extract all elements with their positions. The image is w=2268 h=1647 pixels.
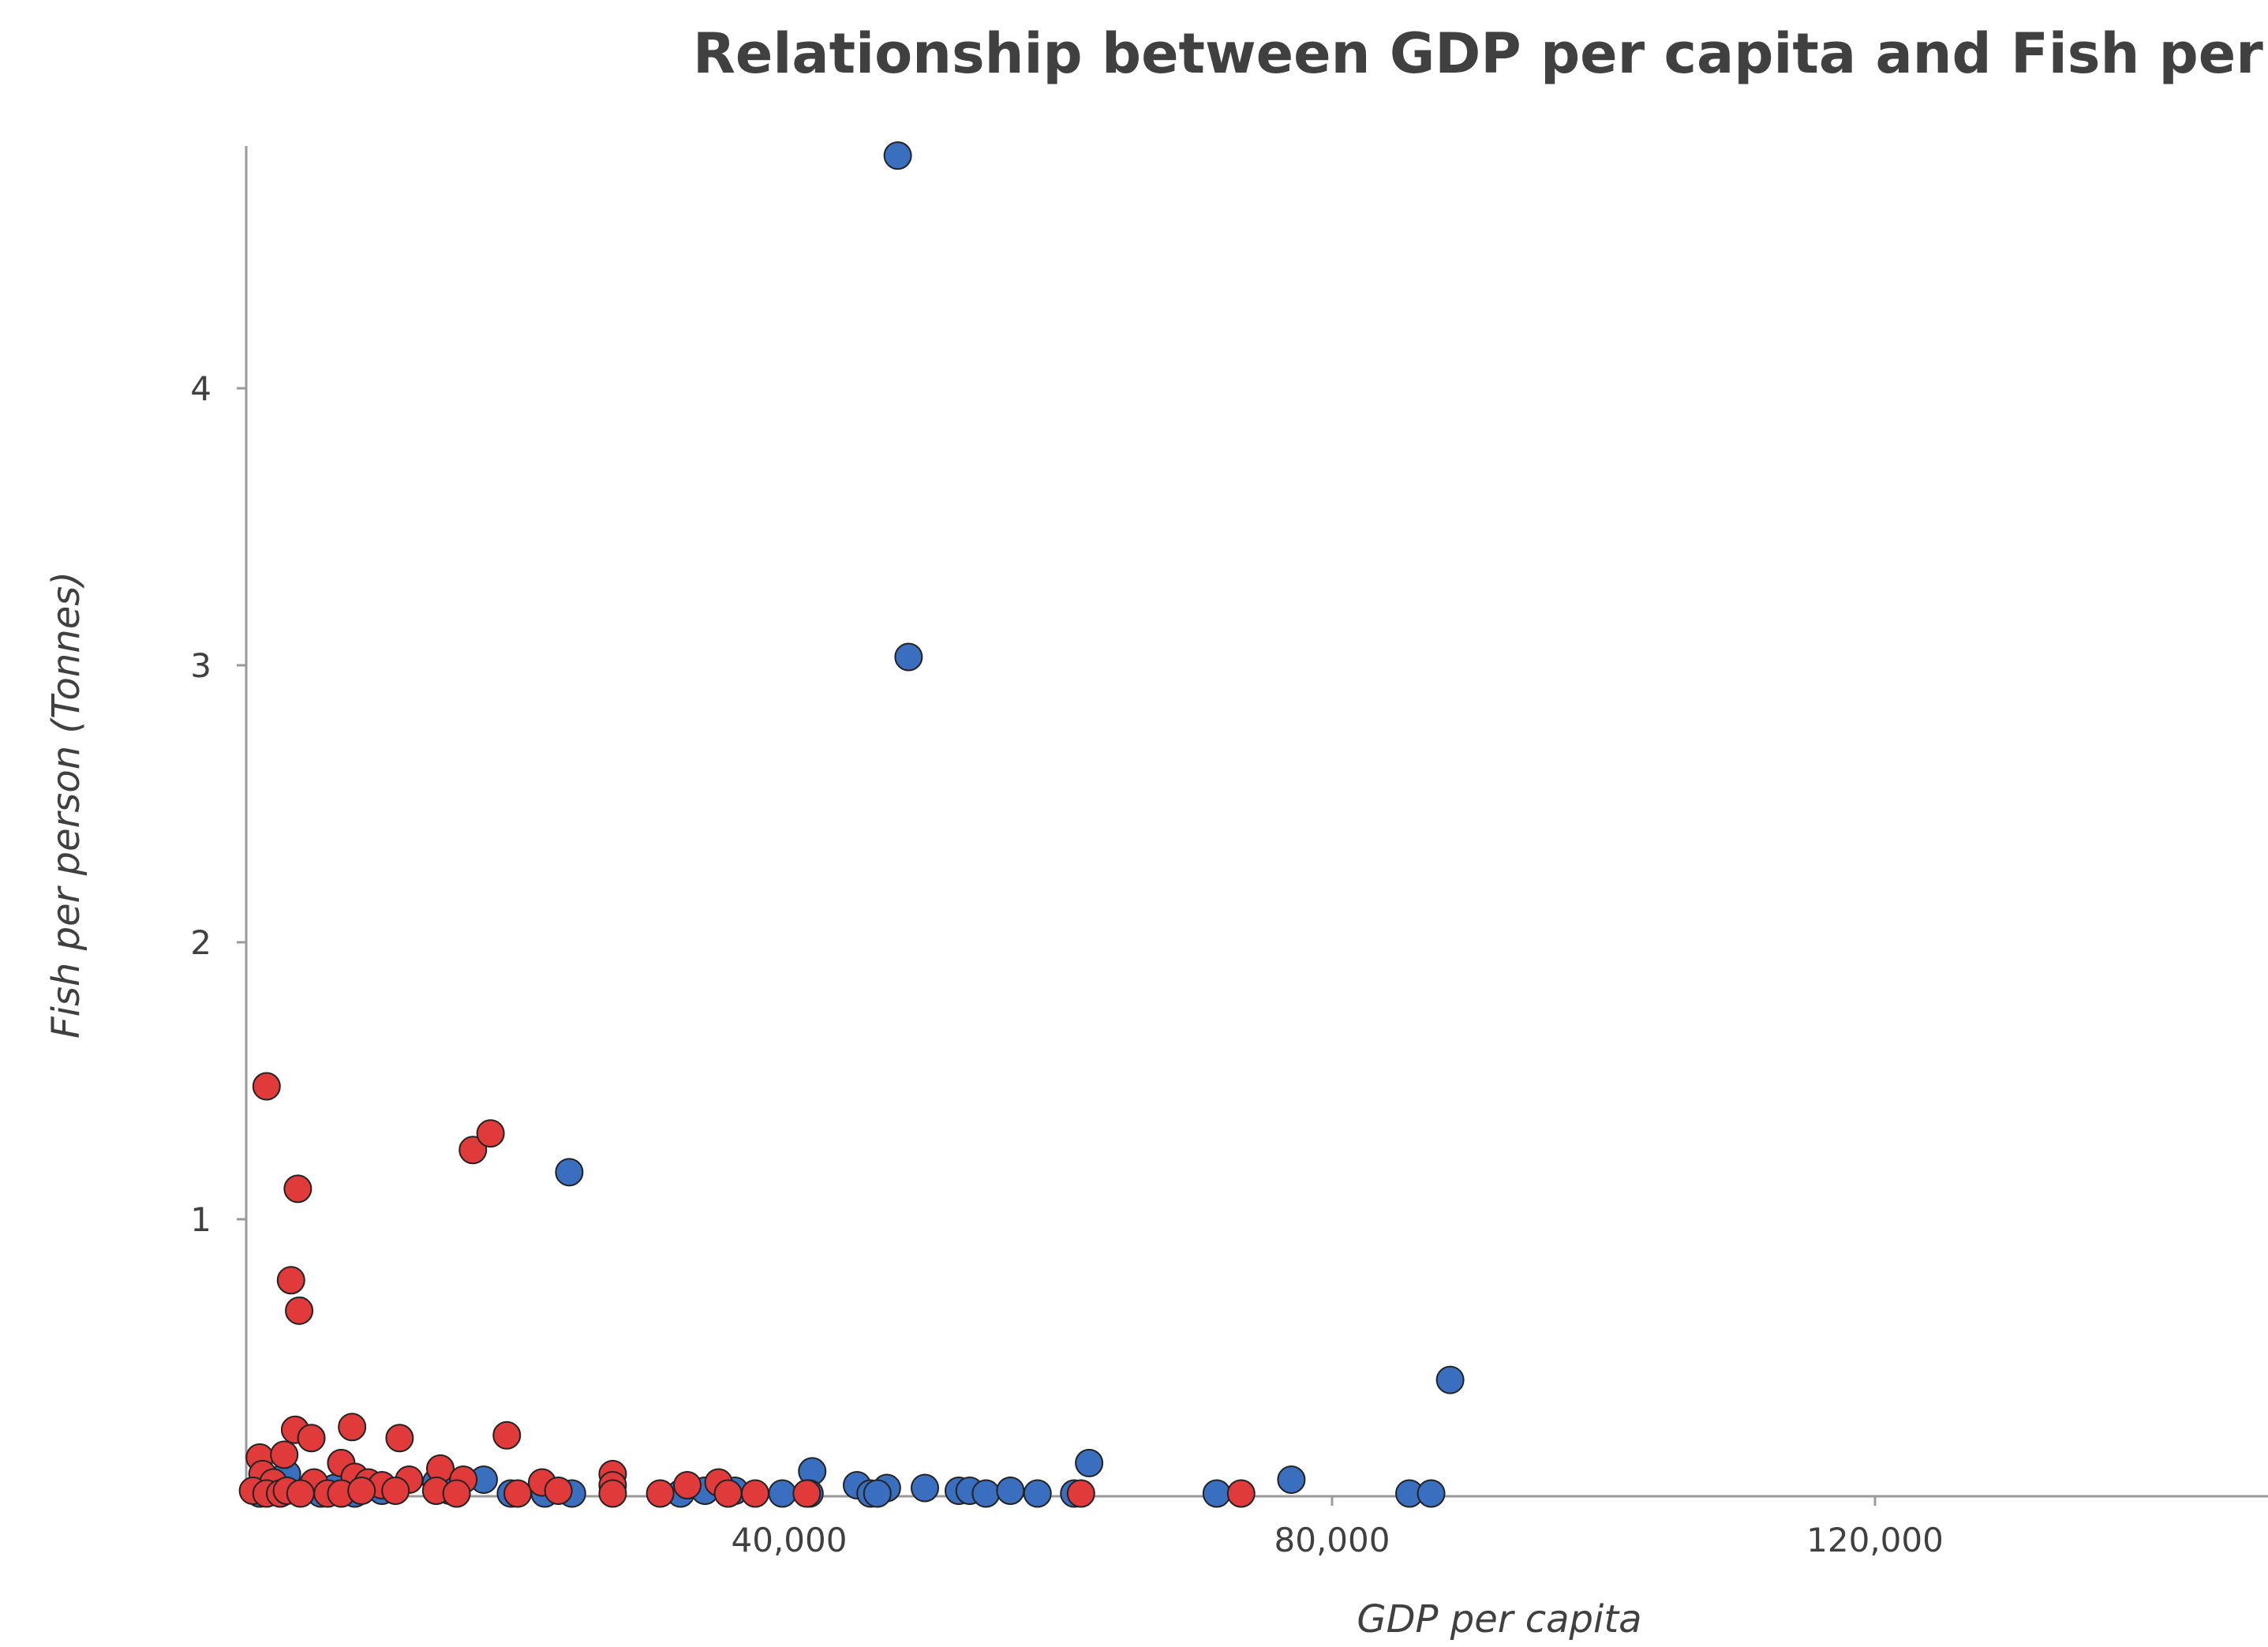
data-point — [1417, 1479, 1446, 1508]
y-tick-label: 2 — [190, 923, 211, 962]
data-point — [1202, 1479, 1231, 1508]
data-point — [894, 642, 923, 672]
data-points — [238, 141, 1465, 1508]
data-point — [503, 1479, 532, 1508]
data-point — [458, 1136, 488, 1165]
data-point — [283, 1174, 313, 1203]
y-axis-ticks: 1 2 3 4 — [190, 369, 246, 1239]
data-point — [911, 1473, 939, 1503]
data-point — [1066, 1479, 1095, 1508]
data-point — [673, 1470, 702, 1499]
x-tick-label: 40,000 — [732, 1521, 848, 1559]
data-point — [1277, 1465, 1306, 1494]
data-point — [381, 1476, 410, 1505]
chart-title: Relationship between GDP per capita and … — [693, 21, 2268, 86]
y-tick-label: 1 — [190, 1200, 211, 1239]
data-point — [1226, 1479, 1256, 1508]
data-point — [741, 1479, 769, 1508]
data-point — [285, 1296, 314, 1325]
data-point — [792, 1479, 821, 1508]
data-point — [768, 1479, 797, 1508]
data-point — [286, 1479, 315, 1508]
y-tick-label: 4 — [190, 369, 211, 408]
data-point — [252, 1072, 281, 1101]
data-point — [544, 1476, 573, 1505]
x-tick-label: 80,000 — [1274, 1521, 1390, 1559]
y-axis-title: Fish per person (Tonnes) — [44, 571, 88, 1039]
data-point — [1023, 1479, 1052, 1508]
data-point — [338, 1413, 367, 1442]
data-point — [863, 1479, 892, 1508]
data-point — [883, 141, 912, 170]
data-point — [385, 1424, 414, 1453]
data-point — [297, 1424, 326, 1453]
x-tick-label: 120,000 — [1806, 1521, 1944, 1559]
data-point — [1435, 1365, 1465, 1394]
x-axis-ticks: 40,000 80,000 120,000 — [732, 1496, 1944, 1559]
data-point — [713, 1479, 743, 1508]
data-point — [276, 1266, 305, 1295]
data-point — [996, 1476, 1025, 1505]
data-point — [971, 1479, 1001, 1508]
data-point — [270, 1440, 299, 1469]
data-point — [347, 1476, 376, 1505]
data-point — [1075, 1448, 1104, 1477]
data-point — [598, 1479, 627, 1508]
x-axis-title: GDP per capita — [1357, 1597, 1641, 1641]
data-point — [442, 1479, 471, 1508]
data-point — [476, 1119, 505, 1148]
data-point — [555, 1158, 584, 1187]
data-point — [492, 1421, 522, 1450]
data-point — [646, 1479, 675, 1508]
y-tick-label: 3 — [190, 646, 211, 685]
